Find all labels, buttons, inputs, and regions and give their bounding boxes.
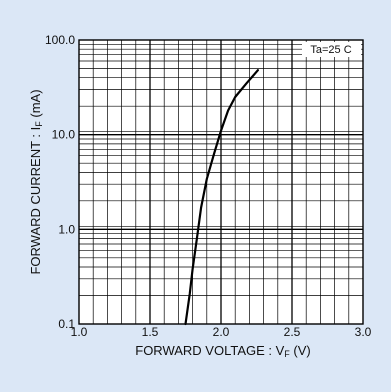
x-tick-label: 1.0 (71, 325, 88, 339)
y-tick-label: 10.0 (52, 128, 76, 142)
y-axis-label: FORWARD CURRENT : IF (mA) (28, 89, 44, 274)
y-tick-label: 100.0 (45, 33, 75, 47)
y-tick-label: 1.0 (58, 222, 75, 236)
x-tick-label: 2.5 (284, 325, 301, 339)
y-axis-label-subscript: F (34, 121, 44, 127)
plot-frame (78, 39, 364, 325)
grid (79, 40, 363, 324)
x-tick-label: 3.0 (355, 325, 372, 339)
x-tick-label: 1.5 (142, 325, 159, 339)
x-axis-label: FORWARD VOLTAGE : VF (V) (135, 343, 311, 359)
annotation-ta: Ta=25 C (310, 44, 351, 56)
x-axis-label-subscript: F (284, 349, 290, 359)
x-tick-label: 2.0 (213, 325, 230, 339)
series-line-forward-current (184, 69, 259, 326)
x-axis-label-unit: (V) (290, 343, 311, 358)
y-tick-label: 0.1 (58, 317, 75, 331)
y-axis-label-main: FORWARD CURRENT : I (28, 127, 43, 275)
y-axis-label-unit: (mA) (28, 89, 43, 121)
x-axis-label-main: FORWARD VOLTAGE : V (135, 343, 284, 358)
annotation-box (302, 42, 361, 57)
